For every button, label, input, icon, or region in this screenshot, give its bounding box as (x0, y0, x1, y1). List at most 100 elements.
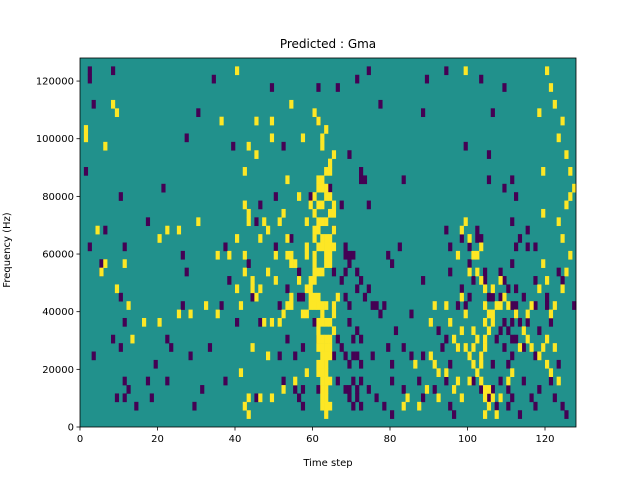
heatmap-cell-low (533, 242, 538, 252)
heatmap-cell-high (541, 167, 546, 176)
heatmap-cell-low (300, 343, 306, 352)
heatmap-cell-high (490, 317, 495, 327)
heatmap-cell-low (99, 259, 104, 268)
heatmap-cell-low (529, 393, 534, 403)
heatmap-cell-high (483, 317, 488, 327)
heatmap-cell-high (328, 208, 333, 218)
heatmap-cell-high (483, 284, 488, 294)
heatmap-cell-low (328, 183, 333, 193)
heatmap-cell-high (452, 334, 457, 344)
heatmap-cell-low (444, 334, 449, 344)
x-tick-label: 80 (384, 434, 397, 445)
heatmap-cell-low (339, 200, 344, 210)
heatmap-cell-low (347, 150, 352, 159)
heatmap-cell-high (479, 242, 484, 252)
heatmap-cell-low (285, 334, 290, 344)
heatmap-cell-low (517, 234, 523, 243)
heatmap-cell-low (347, 259, 352, 268)
heatmap-cell-high (552, 301, 557, 310)
heatmap-cell-low (444, 66, 449, 76)
heatmap-cell-low (424, 74, 430, 84)
heatmap-cell-high (490, 393, 495, 403)
heatmap-cell-high (103, 141, 108, 151)
heatmap-cell-high (316, 368, 321, 377)
heatmap-cell-low (514, 242, 519, 252)
heatmap-cell-high (328, 376, 333, 386)
heatmap-cell-low (537, 326, 542, 336)
heatmap-cell-low (370, 351, 375, 361)
heatmap-cell-low (525, 225, 530, 235)
heatmap-cell-low (517, 410, 523, 419)
heatmap-cell-high (324, 359, 329, 369)
heatmap-cell-low (421, 393, 426, 403)
heatmap-cell-low (366, 385, 371, 394)
heatmap-cell-high (463, 217, 468, 227)
heatmap-cell-low (180, 250, 185, 260)
x-tick-label: 0 (77, 434, 83, 445)
heatmap-cell-low (231, 141, 236, 151)
heatmap-cell-high (176, 225, 182, 235)
heatmap-cell-low (355, 326, 360, 336)
heatmap-cell-low (111, 334, 116, 344)
heatmap-cell-low (502, 276, 507, 285)
heatmap-cell-low (297, 267, 302, 277)
heatmap-cell-low (502, 183, 507, 193)
x-axis-label: Time step (302, 458, 352, 469)
heatmap-cell-high (320, 267, 325, 277)
heatmap-cell-high (114, 284, 120, 294)
heatmap-cell-high (444, 368, 449, 377)
heatmap-cell-low (293, 351, 298, 361)
heatmap-cell-low (572, 301, 577, 310)
x-tick-label: 20 (151, 434, 164, 445)
heatmap-cell-high (320, 385, 325, 394)
heatmap-cell-high (324, 259, 329, 268)
heatmap-cell-high (455, 343, 461, 352)
heatmap-cell-high (471, 250, 476, 260)
heatmap-cell-high (320, 401, 325, 411)
heatmap-cell-low (91, 99, 96, 109)
heatmap-cell-low (564, 410, 569, 419)
x-axis: 0 20 40 60 80 100 120 (77, 427, 555, 445)
heatmap-cell-low (467, 242, 472, 252)
heatmap-cell-high (227, 250, 232, 260)
plot-area (79, 57, 577, 428)
heatmap-cell-low (533, 401, 538, 411)
heatmap-cell-low (510, 301, 515, 310)
heatmap-cell-low (300, 292, 306, 302)
heatmap-cell-low (475, 225, 480, 235)
heatmap-cell-high (254, 292, 259, 302)
heatmap-cell-high (467, 234, 472, 243)
heatmap-cell-low (525, 317, 530, 327)
heatmap-cell-high (297, 276, 302, 285)
heatmap-cell-low (374, 393, 379, 403)
heatmap-cell-low (533, 351, 538, 361)
heatmap-cell-low (421, 108, 426, 118)
heatmap-cell-low (514, 284, 519, 294)
heatmap-cell-high (320, 317, 325, 327)
heatmap-cell-low (285, 284, 290, 294)
heatmap-cell-low (475, 234, 480, 243)
heatmap-cell-low (289, 234, 294, 243)
heatmap-cell-high (328, 401, 333, 411)
heatmap-cell-low (339, 343, 344, 352)
heatmap-cell-low (417, 376, 422, 386)
heatmap-cell-high (235, 234, 240, 243)
heatmap-cell-high (328, 167, 333, 176)
heatmap-cell-high (455, 376, 461, 386)
heatmap-cell-low (490, 359, 495, 369)
heatmap-cell-low (118, 343, 123, 352)
heatmap-cell-low (122, 393, 127, 403)
heatmap-cell-high (494, 301, 499, 310)
heatmap-cell-low (556, 359, 561, 369)
heatmap-cell-high (459, 393, 464, 403)
heatmap-cell-high (285, 301, 290, 310)
heatmap-cell-low (390, 259, 395, 268)
heatmap-cell-low (432, 385, 437, 394)
heatmap-cell-high (556, 133, 561, 143)
heatmap-cell-high (316, 242, 321, 252)
heatmap-cell-low (223, 242, 228, 252)
heatmap-cell-high (316, 175, 321, 185)
heatmap-cell-high (320, 343, 325, 352)
heatmap-cell-high (281, 385, 286, 394)
heatmap-cell-high (471, 359, 476, 369)
